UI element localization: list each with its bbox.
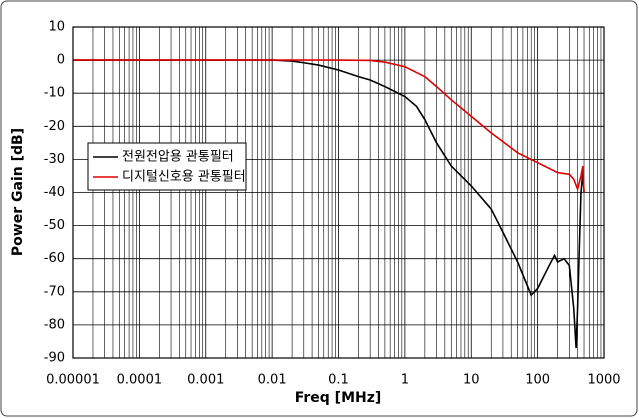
x-tick-label: 0.001	[187, 373, 224, 388]
y-tick-label: -60	[44, 251, 65, 266]
grid: -90 -80 -70 -60 -50 -40 -30 -20 -10 0 10 0.00001 0.0…	[44, 20, 621, 388]
y-tick-label: 10	[48, 20, 65, 35]
y-tick-label: -50	[44, 218, 65, 233]
series-line	[73, 59, 585, 193]
y-tick-label: -10	[44, 86, 65, 101]
y-tick-label: -20	[44, 119, 65, 134]
x-tick-label: 10	[463, 373, 480, 388]
x-axis-label: Freq [MHz]	[295, 390, 382, 406]
x-tick-label: 1	[401, 373, 409, 388]
x-tick-label: 0.0001	[117, 373, 163, 388]
y-tick-label: 0	[57, 53, 65, 68]
lines	[73, 59, 585, 349]
legend-label: 전원전압용 관통필터	[122, 150, 234, 165]
y-tick-label: -80	[44, 317, 65, 332]
legend-label: 디지털신호용 관통필터	[122, 170, 246, 185]
x-tick-label: 1000	[587, 373, 620, 388]
plot-border	[72, 26, 605, 359]
x-tick-label: 100	[525, 373, 550, 388]
x-tick-label: 0.00001	[46, 373, 100, 388]
y-tick-label: -30	[44, 152, 65, 167]
y-tick-label: -40	[44, 185, 65, 200]
y-axis-label: Power Gain [dB]	[10, 128, 26, 256]
y-tick-label: -70	[44, 284, 65, 299]
x-tick-label: 0.01	[258, 373, 287, 388]
y-tick-label: -90	[44, 351, 65, 366]
x-tick-label: 0.1	[328, 373, 349, 388]
legend-box	[87, 142, 247, 191]
series-line	[73, 59, 585, 349]
